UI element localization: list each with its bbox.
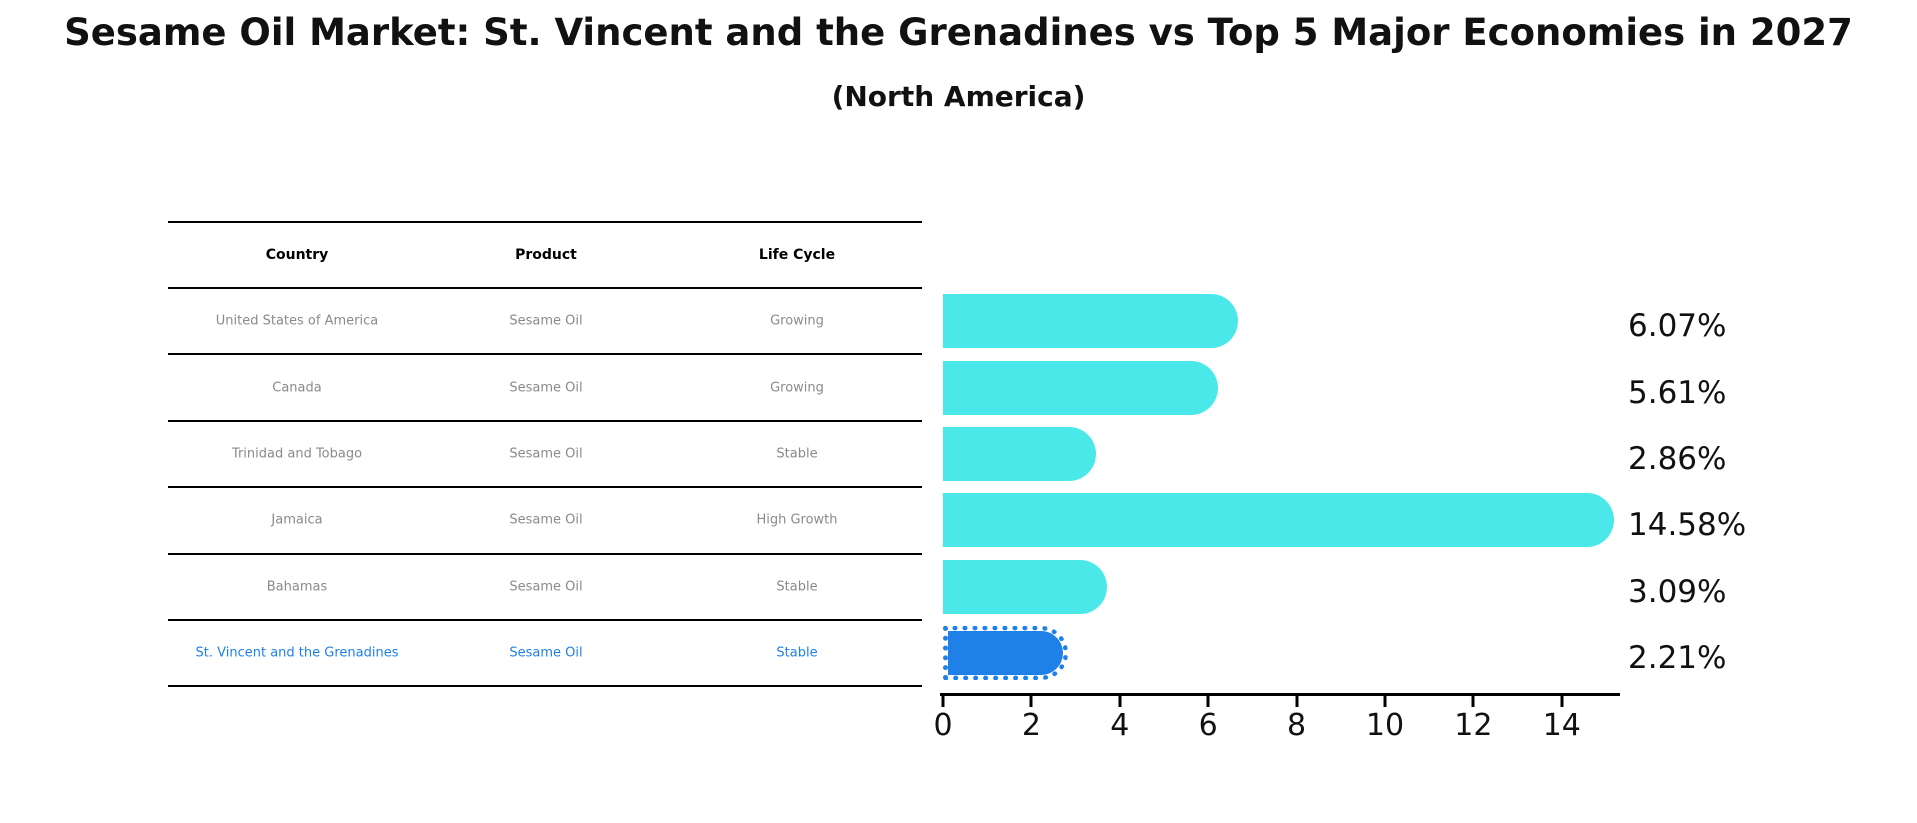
table-cell: Stable: [776, 645, 818, 661]
value-label: 6.07%: [1628, 308, 1727, 345]
table-cell: Sesame Oil: [509, 645, 583, 661]
table-rule: [168, 353, 922, 356]
table-header-country: Country: [265, 247, 329, 263]
table-rule: [168, 552, 922, 555]
table-rule: [168, 287, 922, 289]
bar: [943, 294, 1239, 349]
axis-tick-label: 0: [933, 708, 953, 743]
page-title: Sesame Oil Market: St. Vincent and the G…: [64, 11, 1853, 54]
table-rule: [168, 685, 922, 688]
table-cell: Sesame Oil: [509, 313, 583, 329]
axis-tick-label: 2: [1021, 708, 1041, 743]
table-header-life-cycle: Life Cycle: [758, 247, 836, 263]
axis-tick: [1471, 695, 1475, 707]
table-cell: Bahamas: [266, 579, 328, 595]
bar: [943, 493, 1615, 548]
axis-tick: [1383, 695, 1387, 707]
axis-tick-label: 6: [1198, 708, 1218, 743]
value-label: 5.61%: [1628, 374, 1727, 411]
table-rule: [168, 419, 922, 422]
table-cell: United States of America: [215, 313, 379, 329]
table-cell: Sesame Oil: [509, 579, 583, 595]
page-subtitle: (North America): [831, 80, 1086, 113]
table-cell: Stable: [776, 446, 818, 462]
axis-tick: [941, 695, 945, 707]
table-cell: Stable: [776, 579, 818, 595]
axis-tick: [1295, 695, 1299, 707]
bar: [943, 427, 1097, 481]
bar: [943, 360, 1218, 415]
axis-tick: [1118, 695, 1122, 707]
table-cell: Sesame Oil: [509, 446, 583, 462]
table-cell: St. Vincent and the Grenadines: [195, 645, 399, 661]
table-cell: Sesame Oil: [509, 512, 583, 528]
table-cell: Growing: [770, 313, 824, 329]
axis-tick: [1029, 695, 1033, 707]
table-cell: Canada: [272, 380, 322, 396]
table-cell: Growing: [770, 380, 824, 396]
table-rule: [168, 619, 922, 621]
axis-tick-label: 12: [1454, 708, 1493, 743]
value-label: 14.58%: [1628, 507, 1747, 544]
value-label: 2.21%: [1628, 640, 1727, 677]
axis-tick-label: 14: [1542, 708, 1581, 743]
table-cell: High Growth: [756, 512, 838, 528]
highlight-bar: [943, 626, 1068, 681]
axis-tick: [1560, 695, 1564, 707]
bar: [943, 559, 1107, 614]
table-rule: [168, 486, 922, 489]
table-rule: [168, 221, 922, 223]
axis-tick-label: 8: [1287, 708, 1307, 743]
axis-tick: [1206, 695, 1210, 707]
value-label: 2.86%: [1628, 441, 1727, 477]
table-cell: Sesame Oil: [509, 380, 583, 396]
table-header-product: Product: [515, 247, 577, 263]
table-cell: Jamaica: [271, 512, 323, 528]
axis-tick-label: 4: [1110, 708, 1130, 743]
axis-tick-label: 10: [1365, 708, 1405, 743]
table-cell: Trinidad and Tobago: [231, 446, 363, 462]
value-label: 3.09%: [1628, 573, 1727, 610]
x-axis-line: [940, 693, 1620, 696]
